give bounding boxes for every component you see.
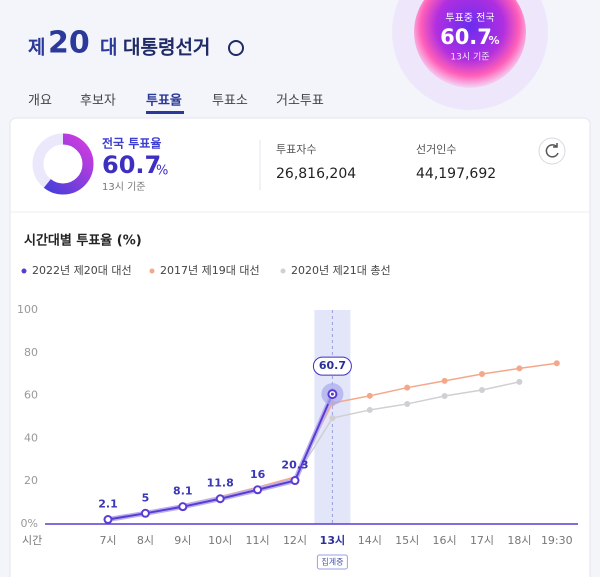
point [404, 400, 411, 407]
electorate-label: 선거인수 [416, 143, 456, 156]
voters-value: 26,816,204 [276, 166, 356, 182]
point [366, 392, 373, 399]
current-tag: 집계중 [321, 557, 343, 567]
x-tick-label: 14시 [358, 534, 382, 547]
y-tick-label: 60 [24, 389, 38, 402]
point [253, 485, 263, 495]
refresh-icon [545, 143, 559, 158]
rate-unit: % [156, 164, 168, 179]
point [479, 370, 485, 377]
x-tick-label: 11시 [246, 534, 270, 547]
point [479, 387, 485, 394]
logo-name: 대통령선거 [123, 37, 210, 59]
tab-underline [146, 111, 184, 114]
logo-prefix: 제 [28, 37, 45, 59]
point [516, 365, 523, 372]
x-tick-label: 9시 [174, 534, 191, 547]
point [516, 378, 523, 385]
x-tick-label: 18시 [507, 534, 531, 547]
y-tick-label: 80 [24, 346, 38, 359]
point [290, 476, 300, 486]
point [404, 384, 411, 391]
card [9, 117, 591, 577]
point [441, 377, 448, 384]
rate-label: 전국 투표율 [102, 136, 161, 151]
point [140, 508, 150, 518]
value-label: 20.3 [281, 459, 308, 472]
value-label: 5 [142, 491, 150, 504]
point [441, 393, 448, 400]
x-tick-label: 7시 [99, 534, 116, 547]
donut-arc [32, 133, 94, 195]
tab[interactable]: 투표소 [212, 94, 248, 109]
value-label: 2.1 [98, 498, 118, 511]
badge-label: 투표중 전국 [445, 12, 494, 24]
y-tick-label: 100 [17, 303, 38, 316]
tab[interactable]: 투표율 [146, 93, 182, 109]
legend-label: 2017년 제19대 대선 [160, 264, 260, 277]
y-tick-label: 40 [24, 431, 38, 444]
point [178, 502, 188, 512]
voters-label: 투표자수 [276, 143, 316, 156]
legend-dot [21, 268, 27, 274]
electorate-value: 44,197,692 [416, 166, 496, 182]
point [553, 360, 560, 367]
point [366, 406, 373, 413]
x-tick-label: 16시 [433, 534, 457, 547]
value-label: 8.1 [173, 485, 193, 498]
x-tick-label: 12시 [283, 534, 307, 547]
tab[interactable]: 거소투표 [276, 94, 324, 109]
tab[interactable]: 개요 [28, 94, 52, 109]
refresh-button[interactable] [538, 137, 566, 165]
tooltip-value: 60.7 [319, 359, 346, 372]
legend-dot [280, 268, 286, 274]
badge-unit: % [488, 34, 499, 47]
point [103, 515, 113, 525]
legend-dot [149, 268, 155, 274]
current-tag-box [316, 554, 348, 570]
rate-value: 60.7 [102, 151, 161, 179]
x-tick-label: 13시 [320, 534, 345, 547]
value-label: 11.8 [207, 477, 234, 490]
value-label: 16 [250, 468, 266, 481]
x-axis-label: 시간 [22, 534, 42, 547]
logo-number: 20 [48, 26, 90, 61]
x-tick-label: 10시 [208, 534, 232, 547]
x-tick-label: 19:30 [541, 534, 573, 547]
y-tick-label: 0% [21, 517, 38, 530]
legend-label: 2022년 제20대 대선 [32, 264, 132, 277]
tab[interactable]: 후보자 [80, 94, 116, 109]
point-core [330, 392, 334, 396]
y-tick-label: 20 [24, 474, 38, 487]
badge-basis: 13시 기준 [450, 52, 489, 63]
chart-title: 시간대별 투표율 (%) [24, 233, 142, 249]
x-tick-label: 17시 [470, 534, 494, 547]
logo-icon [228, 40, 244, 56]
rate-basis: 13시 기준 [102, 181, 146, 193]
point [329, 415, 336, 422]
badge [414, 0, 526, 88]
x-tick-label: 15시 [395, 534, 419, 547]
point [215, 494, 225, 504]
x-tick-label: 8시 [137, 534, 154, 547]
legend-label: 2020년 제21대 총선 [291, 264, 391, 277]
badge-value: 60.7 [440, 25, 492, 49]
tooltip-box [312, 356, 352, 376]
logo-suffix: 대 [100, 37, 117, 59]
